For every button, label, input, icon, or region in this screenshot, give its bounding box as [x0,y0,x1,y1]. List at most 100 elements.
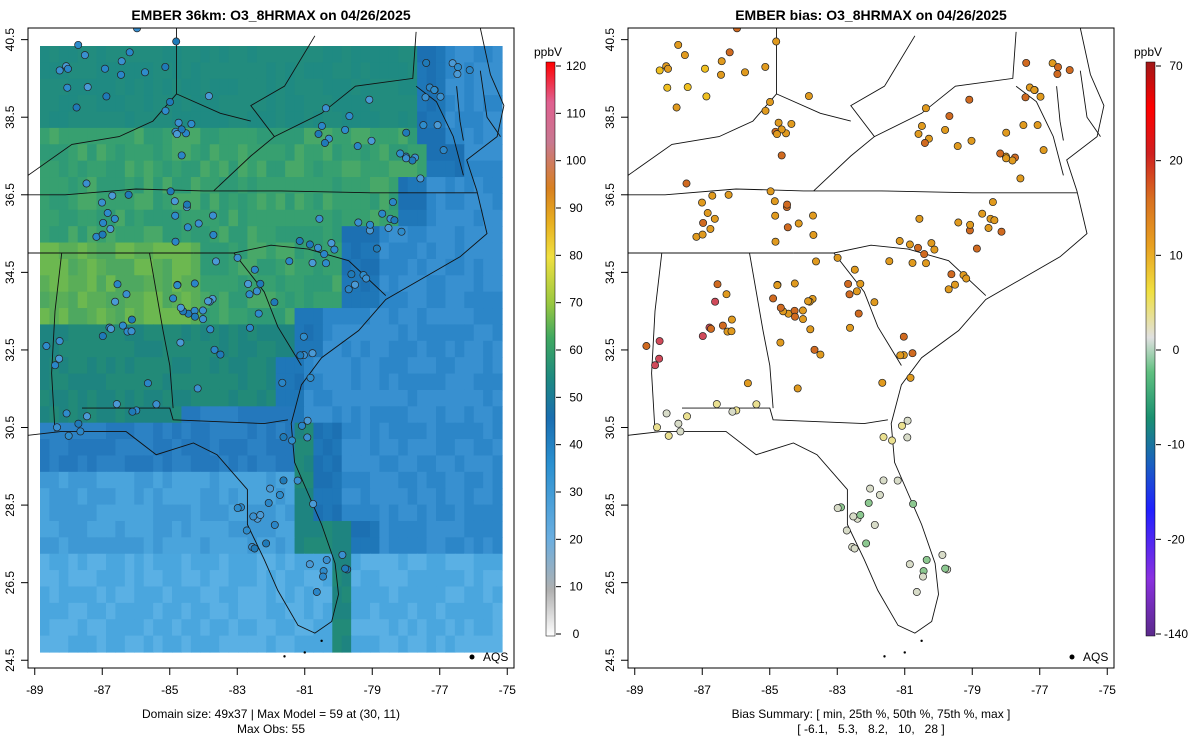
model-grid-cell [190,78,201,96]
model-grid-cell [473,111,484,129]
boundary-line [479,70,501,137]
model-grid-cell [153,127,164,145]
model-grid-cell [238,46,249,63]
x-tick-label: -81 [296,683,314,697]
model-grid-cell [134,602,145,620]
model-grid-cell [228,553,239,571]
model-grid-cell [40,471,51,489]
station-point [362,274,371,283]
model-grid-cell [134,258,145,276]
model-grid-cell [219,209,230,227]
model-grid-cell [209,177,220,195]
model-grid-cell [58,111,69,129]
model-grid-cell [351,586,362,604]
model-grid-cell [285,177,296,195]
model-grid-cell [322,422,333,440]
model-grid-cell [49,177,60,195]
model-grid-cell [445,570,456,588]
boundary-line [1079,70,1101,137]
model-grid-cell [426,406,437,424]
model-grid-cell [304,275,315,293]
station-bias-point [718,321,727,330]
station-point [111,297,120,306]
station-point [270,298,279,307]
model-grid-cell [134,111,145,129]
model-grid-cell [247,439,258,457]
model-grid-cell [219,602,230,620]
model-grid-cell [153,324,164,342]
model-grid-cell [266,357,277,375]
model-grid-cell [106,389,117,407]
model-grid-cell [426,602,437,620]
model-grid-cell [322,455,333,473]
model-grid-cell [483,504,494,522]
model-grid-cell [304,78,315,96]
model-grid-cell [351,471,362,489]
station-bias-point [927,239,936,248]
model-grid-cell [40,422,51,440]
station-point [298,421,306,430]
model-grid-cell [87,471,98,489]
model-grid-cell [209,242,220,260]
model-grid-cell [445,586,456,604]
model-grid-cell [256,226,267,244]
model-grid-cell [294,95,305,113]
model-grid-cell [398,258,409,276]
model-grid-cell [247,144,258,162]
station-point [305,560,314,569]
model-grid-cell [124,258,135,276]
model-grid-cell [473,242,484,260]
model-grid-cell [379,111,390,129]
station-bias-point [655,66,664,75]
model-grid-cell [134,46,145,63]
station-point [98,230,107,239]
model-grid-cell [266,226,277,244]
station-point [312,588,321,596]
model-grid-cell [304,308,315,326]
model-grid-cell [313,635,324,653]
model-grid-cell [172,62,183,80]
model-grid-cell [275,291,286,309]
model-grid-cell [49,111,60,129]
model-grid-cell [266,144,277,162]
island-mark [903,651,906,654]
model-grid-cell [370,62,381,80]
model-grid-cell [332,111,343,129]
station-bias-point [642,342,651,350]
model-grid-cell [228,471,239,489]
model-grid-cell [162,406,173,424]
model-grid-cell [115,193,126,211]
model-grid-cell [407,209,418,227]
model-grid-cell [209,389,220,407]
model-grid-cell [181,504,192,522]
model-grid-cell [492,258,503,276]
model-grid-cell [417,95,428,113]
model-grid-cell [473,127,484,145]
model-grid-cell [238,111,249,129]
model-grid-cell [134,62,145,80]
station-bias-point [712,400,721,409]
station-point [345,112,354,121]
station-bias-point [816,350,825,359]
model-grid-cell [417,488,428,506]
model-grid-cell [379,635,390,653]
station-bias-point [906,373,915,382]
model-grid-cell [247,308,258,326]
model-grid-cell [190,602,201,620]
model-grid-cell [162,340,173,358]
model-grid-cell [40,308,51,326]
station-bias-point [727,315,736,324]
model-grid-cell [153,570,164,588]
model-grid-cell [313,160,324,178]
model-grid-cell [445,193,456,211]
model-grid-cell [285,373,296,391]
station-point [62,409,71,418]
model-grid-cell [190,619,201,637]
station-bias-point [1016,174,1025,183]
model-grid-cell [379,209,390,227]
model-grid-cell [360,111,371,129]
model-grid-cell [77,111,88,129]
station-bias-point [698,198,706,207]
station-point [320,139,329,147]
model-grid-cell [228,586,239,604]
